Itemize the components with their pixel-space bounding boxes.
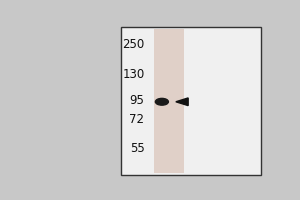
Text: 130: 130: [122, 68, 145, 81]
Text: 72: 72: [130, 113, 145, 126]
Bar: [154, 29, 184, 173]
Ellipse shape: [155, 98, 168, 105]
Polygon shape: [176, 98, 188, 106]
Text: 95: 95: [130, 95, 145, 108]
Text: 55: 55: [130, 142, 145, 155]
Text: 250: 250: [122, 38, 145, 51]
Bar: [121, 27, 261, 175]
